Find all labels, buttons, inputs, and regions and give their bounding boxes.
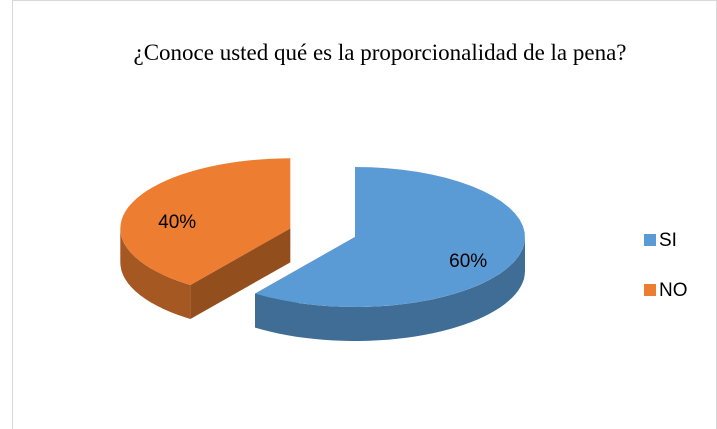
legend-swatch: [644, 234, 656, 246]
slice: [255, 167, 525, 307]
legend-swatch: [644, 284, 656, 296]
slice-edge: [255, 237, 525, 341]
data-label: 60%: [449, 251, 487, 272]
legend-label: SI: [659, 230, 677, 251]
slice-edge: [120, 228, 191, 319]
chart-title: ¿Conoce usted qué es la proporcionalidad…: [133, 40, 627, 65]
slice: [120, 158, 291, 285]
legend-label: NO: [659, 280, 688, 301]
slice-side: [190, 228, 291, 319]
data-label: 40%: [158, 212, 196, 233]
